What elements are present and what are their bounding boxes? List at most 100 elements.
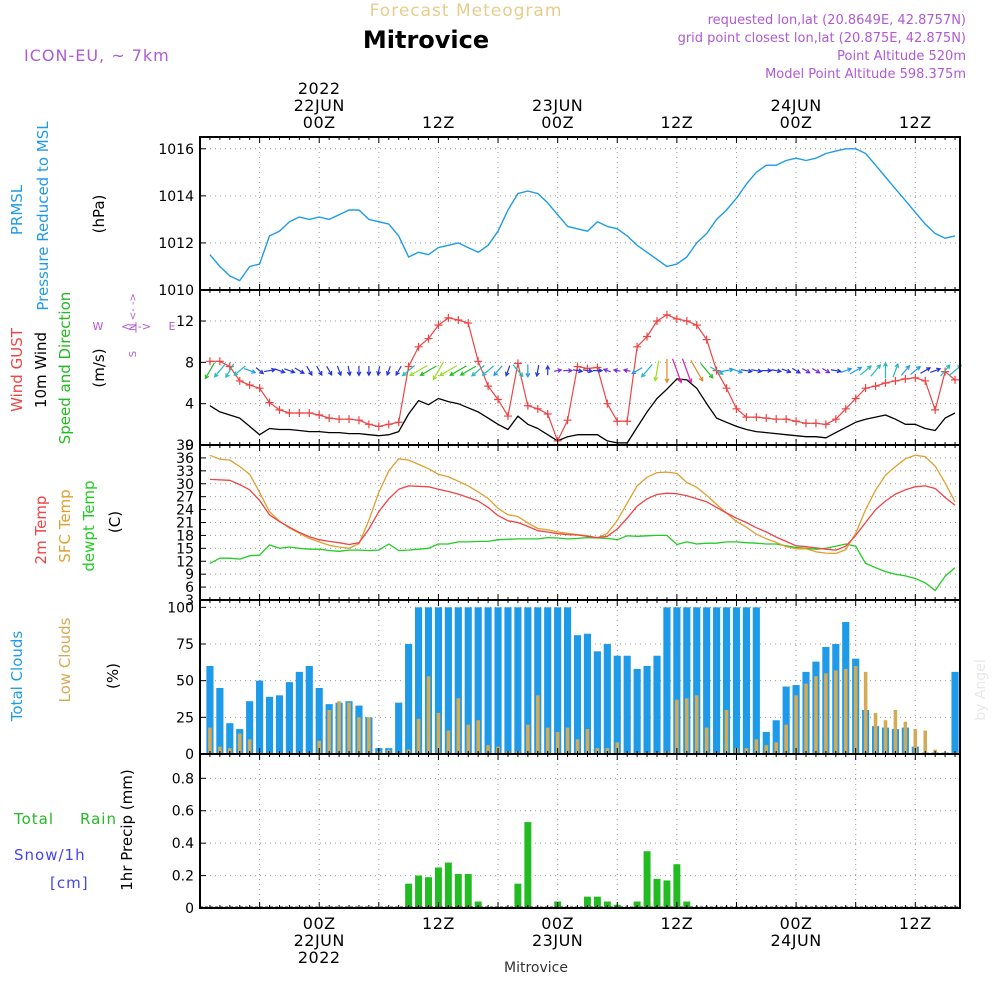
wind-direction-arrowhead [225, 373, 230, 379]
wind-direction-arrow [751, 369, 762, 373]
bottom-time-label: 12Z [660, 914, 693, 933]
total-clouds-bar [673, 607, 681, 754]
total-clouds-bar [623, 655, 631, 754]
wind-direction-arrowhead [776, 368, 783, 374]
rain-bar [683, 901, 691, 908]
bottom-time-label: 00Z [303, 914, 336, 933]
low-clouds-bar [824, 673, 828, 754]
total-clouds-bar [295, 671, 303, 754]
wind-direction-arrow [710, 366, 724, 375]
total-clouds-bar [951, 671, 959, 754]
wind-gust-marker [424, 334, 433, 343]
wind-direction-arrowhead [213, 372, 219, 378]
wind-direction-arrowhead [408, 371, 415, 377]
wind-direction-arrowhead [805, 369, 811, 374]
wind-direction-arrowhead [233, 371, 239, 377]
rain-bar [673, 864, 681, 908]
wind-gust-label: Wind GUST [8, 327, 26, 412]
clouds-units: (%) [104, 663, 122, 689]
wind-direction-arrowhead [327, 370, 333, 376]
wind-gust-marker [702, 335, 711, 344]
wind-direction-arrow [930, 368, 941, 373]
wind-direction-arrowhead [767, 368, 773, 374]
wind-direction-arrowhead [299, 369, 305, 374]
low-clouds-bar [357, 717, 361, 754]
wind-gust-marker [454, 315, 463, 324]
wind-direction-arrow [214, 363, 226, 378]
wind-direction-arrowhead [936, 367, 942, 373]
chart-title: Forecast Meteogram [370, 1, 563, 21]
wind-direction-arrowhead [366, 371, 372, 377]
total-clouds-bar [464, 607, 472, 754]
low-clouds-bar [436, 712, 441, 754]
total-clouds-bar [256, 680, 264, 754]
wind-direction-arrowhead [677, 378, 683, 384]
top-time-label: 12Z [422, 113, 455, 132]
temperature-ytick-label: 18 [176, 528, 194, 544]
wind-direction-arrow [395, 365, 402, 376]
wind-direction-arrowhead [612, 368, 618, 373]
low-clouds-bar [237, 733, 242, 754]
wind-direction-arrowhead [518, 372, 524, 378]
wind-direction-arrowhead [419, 371, 425, 376]
wind-gust-marker [941, 367, 950, 376]
wind-direction-arrow [536, 365, 540, 377]
wind-gust-marker [464, 319, 473, 328]
wind-direction-arrowhead [251, 369, 257, 374]
wind-gust-marker [305, 408, 314, 417]
total-clouds-bar [434, 607, 443, 754]
low-clouds-bar [675, 699, 679, 754]
wind-direction-arrow [420, 365, 437, 376]
wind-direction-arrow [910, 366, 921, 376]
wind-direction-arrow [306, 365, 313, 376]
location-title: Mitrovice [363, 26, 489, 54]
wind-gust-marker [613, 417, 622, 426]
wind-gust-marker [881, 379, 890, 387]
low-clouds-bar [764, 745, 769, 754]
wind-direction-arrowhead [866, 365, 872, 371]
wind-gust-marker [573, 362, 582, 371]
low-clouds-bar [317, 740, 322, 754]
total-clouds-bar [722, 607, 731, 754]
low-clouds-bar [685, 698, 689, 754]
wind-direction-arrowhead [894, 362, 900, 369]
top-time-label: 12Z [899, 113, 932, 132]
total-clouds-bar [405, 644, 413, 754]
temp-2m-line [209, 478, 956, 551]
wind-direction-arrow [811, 367, 820, 374]
low-clouds-bar [526, 724, 530, 754]
wind-gust-marker [722, 384, 731, 393]
wind-direction-arrow [347, 365, 351, 376]
total-clouds-bar [703, 607, 711, 754]
wind-direction-arrow [572, 369, 583, 372]
total-clouds-bar [643, 666, 651, 754]
low-clouds-bar [893, 710, 898, 754]
wind-direction-arrowhead [631, 369, 637, 375]
wind-direction-arrow [482, 365, 494, 376]
wind-direction-arrow [505, 365, 511, 376]
total-clouds-bar [742, 607, 750, 754]
total-clouds-bar [395, 702, 403, 754]
pressure-ytick-label: 1016 [158, 142, 194, 158]
precip-ytick-label: 0.4 [172, 836, 194, 852]
temperature-ytick-label: 15 [176, 541, 194, 557]
rain-bar [444, 862, 452, 908]
precip-frame [199, 753, 961, 909]
wind-gust-marker [523, 401, 532, 410]
wind-direction-arrow [582, 369, 593, 372]
temperature-ytick-label: 39 [176, 438, 194, 454]
total-clouds-bar [613, 655, 621, 754]
total-clouds-bar [732, 607, 741, 754]
total-clouds-bar [216, 688, 224, 754]
wind-gust-marker [811, 419, 820, 428]
low-clouds-bar [426, 676, 431, 754]
total-clouds-bar [514, 607, 522, 754]
pressure-units: (hPa) [90, 195, 108, 234]
wind-direction-arrowhead [708, 373, 714, 379]
wind-10m-label: 10m Wind [32, 332, 50, 408]
wind-direction-arrow [631, 367, 643, 374]
wind-gust-marker [543, 410, 552, 418]
wind-direction-arrow [432, 361, 445, 380]
wind-direction-arrowhead [290, 369, 296, 374]
